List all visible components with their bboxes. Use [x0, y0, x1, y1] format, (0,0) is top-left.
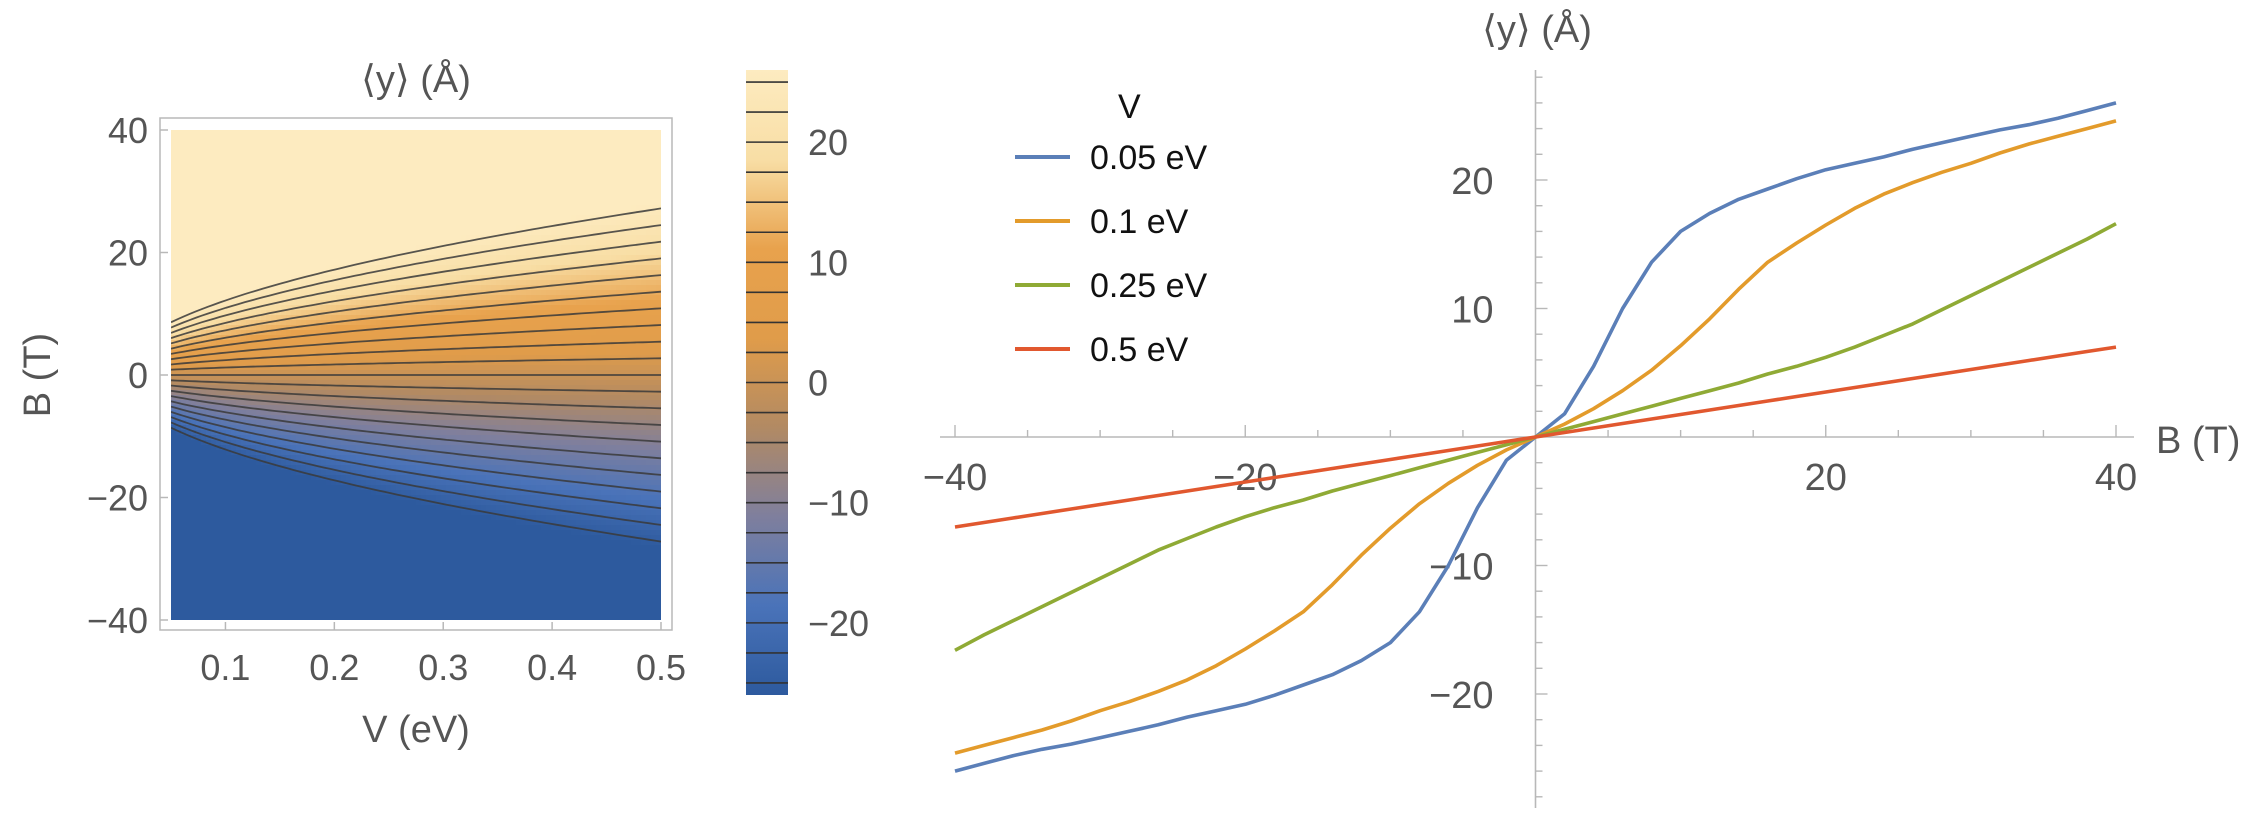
y-tick-label: 20 — [108, 233, 148, 274]
contour-line — [171, 357, 661, 371]
y-tick-label: −20 — [87, 478, 148, 519]
x-tick-label: 40 — [2095, 457, 2137, 499]
heatmap-frame — [159, 117, 673, 631]
heatmap-title: ⟨y⟩ (Å) — [361, 57, 471, 101]
heatmap-xlabel: V (eV) — [362, 709, 470, 751]
colorbar-tick-label: 10 — [808, 242, 848, 283]
legend-label: 0.05 eV — [1090, 139, 1208, 177]
heatmap-fill — [171, 130, 661, 620]
colorbar: −20 −10 0 10 20 — [746, 70, 869, 695]
legend-label: 0.25 eV — [1090, 267, 1208, 305]
contour-line — [171, 389, 661, 426]
x-tick-label: 0.4 — [527, 647, 577, 688]
heatmap-contours — [171, 207, 661, 543]
colorbar-tick-label: −20 — [808, 603, 869, 644]
contour-line — [171, 411, 661, 493]
x-tick-label: 0.3 — [418, 647, 468, 688]
heatmap-panel: ⟨y⟩ (Å) 0.1 0.2 0.3 0.4 0.5 −40 −20 0 20 40 V (eV… — [17, 57, 686, 751]
y-tick-label: −40 — [87, 600, 148, 641]
contour-line — [171, 379, 661, 393]
series-line-0_5-eV — [954, 345, 2117, 529]
colorbar-tick-label: −10 — [808, 483, 869, 524]
x-tick-label: −40 — [923, 457, 987, 499]
contour-line — [171, 274, 661, 345]
colorbar-tick-label: 20 — [808, 122, 848, 163]
contour-line — [171, 405, 661, 476]
y-tick-label: 20 — [1451, 161, 1493, 203]
contour-line — [171, 224, 661, 329]
x-tick-label: 0.2 — [309, 647, 359, 688]
contour-line — [171, 257, 661, 339]
line-chart-title: ⟨y⟩ (Å) — [1482, 7, 1592, 51]
contour-line — [171, 324, 661, 361]
x-tick-label: 0.5 — [636, 647, 686, 688]
contour-line — [171, 395, 661, 443]
contour-line — [171, 384, 661, 410]
legend-label: 0.1 eV — [1090, 203, 1189, 241]
y-tick-label: 40 — [108, 110, 148, 151]
colorbar-level-lines — [746, 81, 788, 684]
legend-title: V — [1118, 88, 1141, 126]
y-tick-label: 0 — [128, 355, 148, 396]
colorbar-tick-label: 0 — [808, 363, 828, 404]
contour-line — [171, 340, 661, 366]
x-tick-label: 0.1 — [200, 647, 250, 688]
y-tick-label: −20 — [1429, 675, 1493, 717]
contour-line — [171, 426, 661, 543]
contour-line — [171, 207, 661, 324]
line-chart-series — [954, 101, 2117, 773]
legend: V 0.05 eV 0.1 eV 0.25 eV 0.5 eV — [1015, 88, 1208, 369]
contour-line — [171, 400, 661, 460]
colorbar-ticks: −20 −10 0 10 20 — [808, 122, 869, 644]
legend-label: 0.5 eV — [1090, 331, 1189, 369]
contour-line — [171, 307, 661, 355]
heatmap-ylabel: B (T) — [17, 333, 59, 417]
contour-line — [171, 240, 661, 334]
contour-line — [171, 421, 661, 526]
heatmap-ticks: 0.1 0.2 0.3 0.4 0.5 −40 −20 0 20 40 — [87, 110, 686, 688]
x-tick-label: 20 — [1805, 457, 1847, 499]
contour-line — [171, 290, 661, 350]
line-chart-xlabel: B (T) — [2156, 420, 2240, 462]
y-tick-label: 10 — [1451, 290, 1493, 332]
contour-line — [171, 416, 661, 510]
